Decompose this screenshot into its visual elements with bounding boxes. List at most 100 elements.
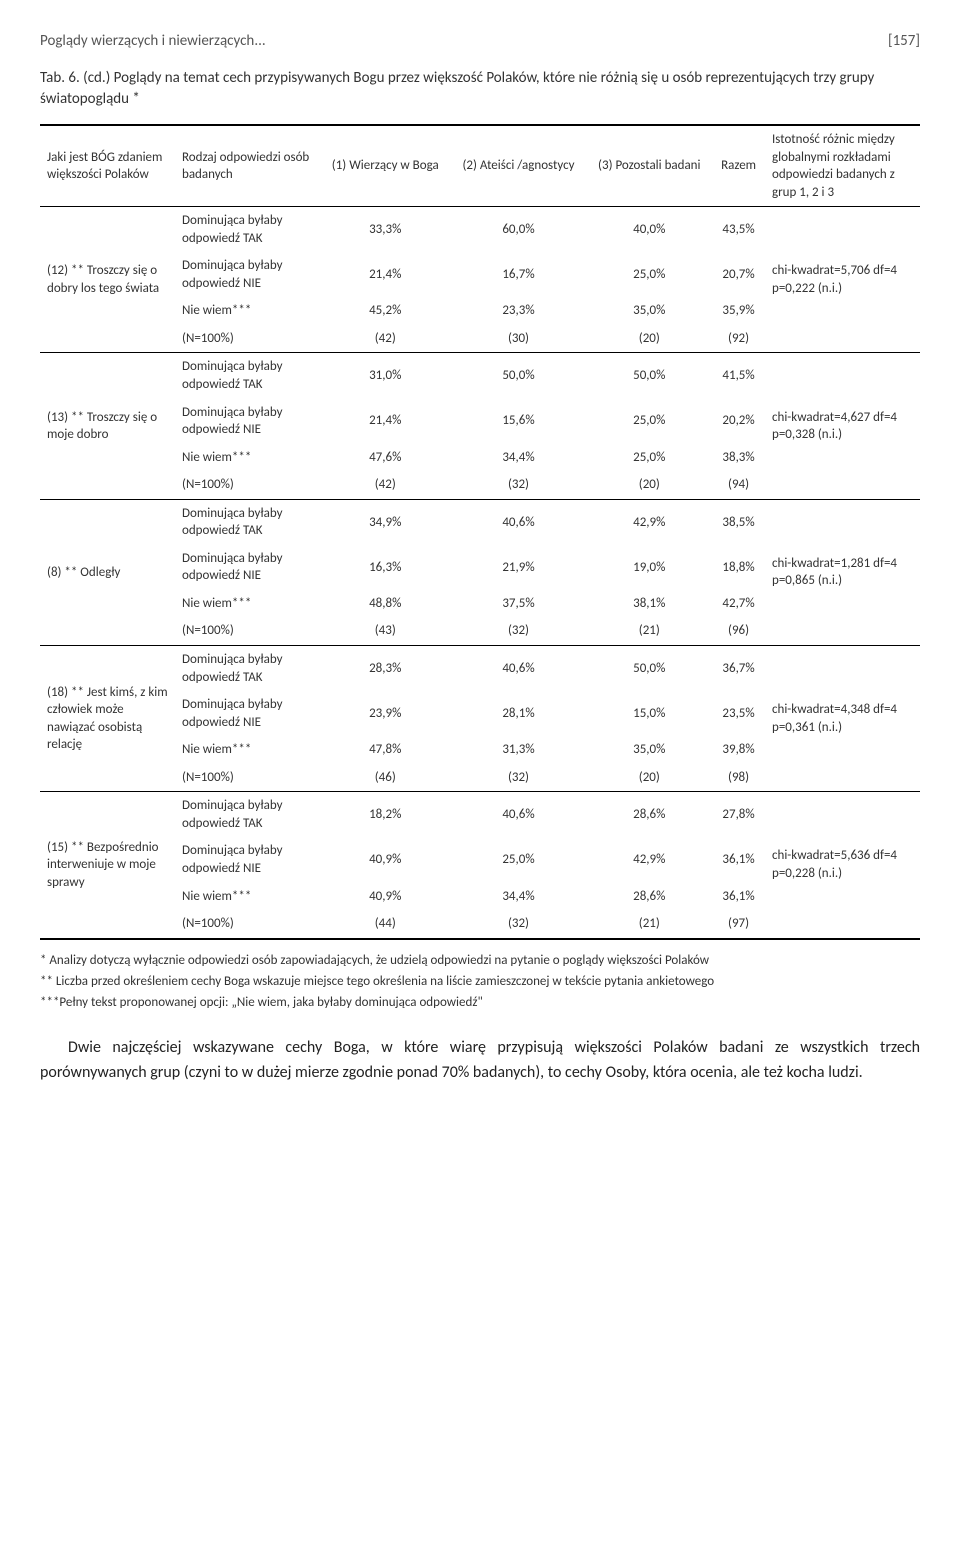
table-row: (18) ** Jest kimś, z kim człowiek może n… bbox=[40, 646, 920, 692]
table-row: (15) ** Bezpośrednio interweniuje w moje… bbox=[40, 792, 920, 838]
value-cell: 40,0% bbox=[586, 207, 712, 253]
value-cell: 28,6% bbox=[586, 792, 712, 838]
value-cell: 50,0% bbox=[586, 353, 712, 399]
value-cell: 40,6% bbox=[450, 792, 586, 838]
attribute-cell: (12) ** Troszczy się o dobry los tego św… bbox=[40, 207, 175, 353]
value-cell: 43,5% bbox=[712, 207, 765, 253]
value-cell: 36,1% bbox=[712, 837, 765, 882]
value-cell: 31,3% bbox=[450, 736, 586, 764]
value-cell: 38,1% bbox=[586, 590, 712, 618]
col-header-total: Razem bbox=[712, 125, 765, 207]
response-type-cell: Dominująca byłaby odpowiedź TAK bbox=[175, 646, 320, 692]
table-row: (13) ** Troszczy się o moje dobroDominuj… bbox=[40, 353, 920, 399]
footnote-2: ** Liczba przed określeniem cechy Boga w… bbox=[40, 973, 920, 991]
value-cell: 23,3% bbox=[450, 297, 586, 325]
attribute-cell: (15) ** Bezpośrednio interweniuje w moje… bbox=[40, 792, 175, 939]
value-cell: 18,8% bbox=[712, 545, 765, 590]
value-cell: 48,8% bbox=[320, 590, 450, 618]
value-cell: (32) bbox=[450, 764, 586, 792]
value-cell: 15,0% bbox=[586, 691, 712, 736]
value-cell: 18,2% bbox=[320, 792, 450, 838]
value-cell: 37,5% bbox=[450, 590, 586, 618]
response-type-cell: Dominująca byłaby odpowiedź NIE bbox=[175, 399, 320, 444]
value-cell: 47,8% bbox=[320, 736, 450, 764]
running-title: Poglądy wierzących i niewierzących... bbox=[40, 32, 266, 50]
value-cell: 47,6% bbox=[320, 444, 450, 472]
value-cell: 45,2% bbox=[320, 297, 450, 325]
value-cell: 39,8% bbox=[712, 736, 765, 764]
data-table: Jaki jest BÓG zdaniem większości Polaków… bbox=[40, 124, 920, 940]
response-type-cell: (N=100%) bbox=[175, 910, 320, 939]
col-header-believers: (1) Wierzący w Boga bbox=[320, 125, 450, 207]
value-cell: (44) bbox=[320, 910, 450, 939]
body-paragraph: Dwie najczęściej wskazywane cechy Boga, … bbox=[40, 1036, 920, 1086]
page-header: Poglądy wierzących i niewierzących... [1… bbox=[40, 32, 920, 50]
significance-cell: chi-kwadrat=5,706 df=4 p=0,222 (n.i.) bbox=[765, 207, 920, 353]
value-cell: (94) bbox=[712, 471, 765, 499]
page-number: [157] bbox=[888, 32, 920, 50]
value-cell: 60,0% bbox=[450, 207, 586, 253]
value-cell: 28,1% bbox=[450, 691, 586, 736]
value-cell: 50,0% bbox=[450, 353, 586, 399]
value-cell: 40,6% bbox=[450, 499, 586, 545]
value-cell: 16,7% bbox=[450, 252, 586, 297]
response-type-cell: Dominująca byłaby odpowiedź TAK bbox=[175, 207, 320, 253]
value-cell: (20) bbox=[586, 471, 712, 499]
value-cell: 36,1% bbox=[712, 883, 765, 911]
value-cell: 20,2% bbox=[712, 399, 765, 444]
value-cell: (43) bbox=[320, 617, 450, 645]
response-type-cell: Nie wiem*** bbox=[175, 883, 320, 911]
significance-cell: chi-kwadrat=4,348 df=4 p=0,361 (n.i.) bbox=[765, 646, 920, 792]
value-cell: 41,5% bbox=[712, 353, 765, 399]
response-type-cell: Nie wiem*** bbox=[175, 444, 320, 472]
value-cell: (97) bbox=[712, 910, 765, 939]
value-cell: (21) bbox=[586, 910, 712, 939]
table-row: (12) ** Troszczy się o dobry los tego św… bbox=[40, 207, 920, 253]
response-type-cell: Dominująca byłaby odpowiedź TAK bbox=[175, 499, 320, 545]
value-cell: (21) bbox=[586, 617, 712, 645]
value-cell: 21,4% bbox=[320, 252, 450, 297]
value-cell: 23,9% bbox=[320, 691, 450, 736]
table-header-row: Jaki jest BÓG zdaniem większości Polaków… bbox=[40, 125, 920, 207]
response-type-cell: (N=100%) bbox=[175, 617, 320, 645]
value-cell: (42) bbox=[320, 325, 450, 353]
response-type-cell: Dominująca byłaby odpowiedź NIE bbox=[175, 691, 320, 736]
value-cell: 31,0% bbox=[320, 353, 450, 399]
attribute-cell: (18) ** Jest kimś, z kim człowiek może n… bbox=[40, 646, 175, 792]
value-cell: 40,6% bbox=[450, 646, 586, 692]
value-cell: 40,9% bbox=[320, 883, 450, 911]
value-cell: 25,0% bbox=[586, 252, 712, 297]
value-cell: (20) bbox=[586, 325, 712, 353]
response-type-cell: Dominująca byłaby odpowiedź TAK bbox=[175, 353, 320, 399]
value-cell: 25,0% bbox=[450, 837, 586, 882]
value-cell: 16,3% bbox=[320, 545, 450, 590]
value-cell: 28,6% bbox=[586, 883, 712, 911]
value-cell: 28,3% bbox=[320, 646, 450, 692]
response-type-cell: (N=100%) bbox=[175, 764, 320, 792]
value-cell: 40,9% bbox=[320, 837, 450, 882]
value-cell: 21,4% bbox=[320, 399, 450, 444]
response-type-cell: Nie wiem*** bbox=[175, 297, 320, 325]
significance-cell: chi-kwadrat=5,636 df=4 p=0,228 (n.i.) bbox=[765, 792, 920, 939]
value-cell: 34,4% bbox=[450, 883, 586, 911]
value-cell: 34,9% bbox=[320, 499, 450, 545]
col-header-others: (3) Pozostali badani bbox=[586, 125, 712, 207]
value-cell: 38,3% bbox=[712, 444, 765, 472]
value-cell: 35,0% bbox=[586, 736, 712, 764]
value-cell: 42,9% bbox=[586, 499, 712, 545]
value-cell: (30) bbox=[450, 325, 586, 353]
table-footnotes: * Analizy dotyczą wyłącznie odpowiedzi o… bbox=[40, 952, 920, 1013]
value-cell: 35,0% bbox=[586, 297, 712, 325]
value-cell: 35,9% bbox=[712, 297, 765, 325]
response-type-cell: Nie wiem*** bbox=[175, 590, 320, 618]
value-cell: (32) bbox=[450, 910, 586, 939]
response-type-cell: Dominująca byłaby odpowiedź NIE bbox=[175, 252, 320, 297]
value-cell: 25,0% bbox=[586, 444, 712, 472]
value-cell: 42,9% bbox=[586, 837, 712, 882]
significance-cell: chi-kwadrat=4,627 df=4 p=0,328 (n.i.) bbox=[765, 353, 920, 499]
value-cell: 23,5% bbox=[712, 691, 765, 736]
value-cell: (32) bbox=[450, 617, 586, 645]
response-type-cell: (N=100%) bbox=[175, 471, 320, 499]
footnote-3: ***Pełny tekst proponowanej opcji: „Nie … bbox=[40, 994, 920, 1012]
value-cell: (20) bbox=[586, 764, 712, 792]
